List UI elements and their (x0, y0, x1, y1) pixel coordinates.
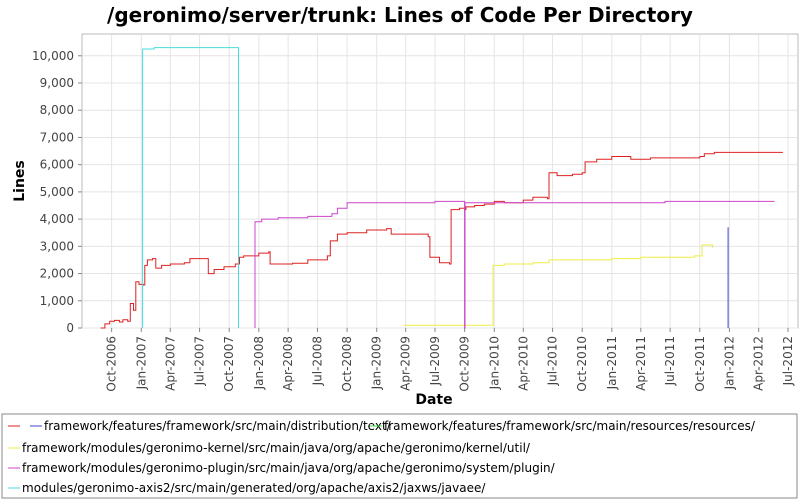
x-tick-label: Apr-2010 (516, 336, 530, 391)
y-tick-label: 10,000 (32, 49, 74, 63)
y-tick-label: 4,000 (40, 212, 74, 226)
y-axis-ticks: 0 1,000 2,000 3,000 4,000 5,000 6,000 7,000 8,00… (32, 49, 82, 335)
y-tick-label: 8,000 (40, 103, 74, 117)
x-tick-label: Jan-2011 (605, 336, 619, 390)
legend-label: framework/modules/geronimo-kernel/src/ma… (22, 441, 531, 455)
x-tick-label: Oct-2011 (693, 336, 707, 392)
legend-label: modules/geronimo-axis2/src/main/generate… (22, 481, 486, 495)
series-line-0 (100, 151, 783, 329)
chart-title: /geronimo/server/trunk: Lines of Code Pe… (107, 3, 693, 27)
x-tick-label: Jan-2008 (252, 336, 266, 390)
x-tick-label: Oct-2008 (340, 336, 354, 392)
x-tick-label: Jul-2007 (193, 336, 207, 386)
y-tick-label: 2,000 (40, 267, 74, 281)
x-axis-label: Date (415, 392, 452, 408)
x-tick-label: Jul-2012 (781, 336, 795, 386)
x-tick-label: Oct-2007 (222, 336, 236, 392)
x-tick-label: Apr-2007 (163, 336, 177, 391)
series-group (100, 47, 783, 329)
x-tick-label: Jan-2010 (487, 336, 501, 390)
x-axis-ticks: Oct-2006 Jan-2007 Apr-2007 Jul-2007 Oct-2007… (105, 328, 795, 392)
y-axis-label: Lines (12, 160, 28, 202)
x-tick-label: Apr-2011 (634, 336, 648, 391)
legend-box (1, 413, 798, 499)
y-tick-label: 9,000 (40, 76, 74, 90)
y-tick-label: 1,000 (40, 294, 74, 308)
y-tick-label: 5,000 (40, 185, 74, 199)
x-tick-label: Jul-2009 (428, 336, 442, 386)
x-tick-label: Apr-2009 (399, 336, 413, 391)
x-tick-label: Jul-2011 (663, 336, 677, 386)
y-tick-label: 0 (66, 321, 74, 335)
legend-label: framework/features/framework/src/main/di… (44, 419, 392, 433)
plot-area (81, 33, 799, 329)
series-line-4 (254, 200, 775, 329)
y-tick-label: 3,000 (40, 239, 74, 253)
x-tick-label: Apr-2012 (752, 336, 766, 391)
x-tick-label: Jan-2012 (722, 336, 736, 390)
x-tick-label: Jul-2008 (310, 336, 324, 386)
legend-label: framework/features/framework/src/main/re… (384, 419, 756, 433)
x-tick-label: Jan-2007 (134, 336, 148, 390)
x-tick-label: Oct-2010 (575, 336, 589, 392)
series-line-5 (142, 47, 239, 328)
x-tick-label: Oct-2009 (458, 336, 472, 392)
legend: framework/features/framework/src/main/di… (8, 419, 756, 495)
grid (82, 34, 798, 329)
legend-label: framework/modules/geronimo-plugin/src/ma… (22, 461, 556, 475)
x-tick-label: Oct-2006 (105, 336, 119, 392)
y-tick-label: 6,000 (40, 158, 74, 172)
series-line-3 (403, 244, 714, 326)
x-tick-label: Jan-2009 (370, 336, 384, 390)
x-tick-label: Apr-2008 (281, 336, 295, 391)
x-tick-label: Jul-2010 (546, 336, 560, 386)
y-tick-label: 7,000 (40, 130, 74, 144)
